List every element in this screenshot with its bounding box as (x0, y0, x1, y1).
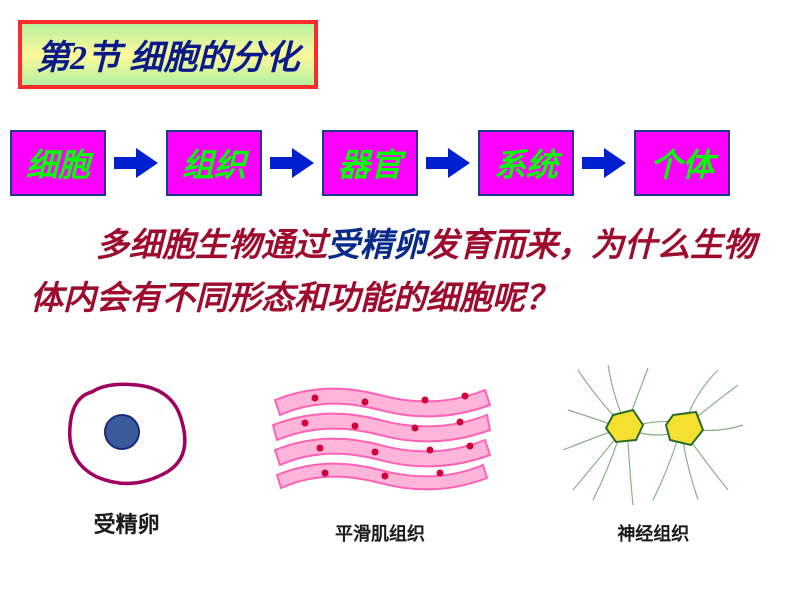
egg-block: 受精卵 (52, 367, 202, 539)
flow-box-cell: 细胞 (10, 130, 106, 196)
arrow-icon (424, 145, 472, 181)
question-highlight: 受精卵 (327, 228, 426, 264)
neuron-caption: 神经组织 (617, 520, 689, 546)
smooth-muscle-icon (265, 360, 495, 510)
section-title: 第2节 细胞的分化 (18, 20, 318, 89)
arrow-icon (268, 145, 316, 181)
arrow-icon (580, 145, 628, 181)
neuron-block: 神经组织 (558, 360, 748, 546)
hierarchy-flow: 细胞 组织 器官 系统 个体 (10, 130, 790, 196)
arrow-icon (112, 145, 160, 181)
examples-row: 受精卵 平滑肌组织 (20, 360, 780, 546)
question-text: 多细胞生物通过受精卵发育而来，为什么生物体内会有不同形态和功能的细胞呢？ (30, 220, 770, 326)
flow-box-organ: 器官 (322, 130, 418, 196)
flow-box-organism: 个体 (634, 130, 730, 196)
question-pre: 多细胞生物通过 (96, 228, 327, 264)
muscle-caption: 平滑肌组织 (335, 520, 425, 546)
flow-box-system: 系统 (478, 130, 574, 196)
flow-box-tissue: 组织 (166, 130, 262, 196)
muscle-block: 平滑肌组织 (265, 360, 495, 546)
section-title-text: 第2节 细胞的分化 (36, 40, 300, 77)
fertilized-egg-icon (52, 367, 202, 497)
egg-caption: 受精卵 (94, 507, 160, 539)
nerve-tissue-icon (558, 360, 748, 510)
